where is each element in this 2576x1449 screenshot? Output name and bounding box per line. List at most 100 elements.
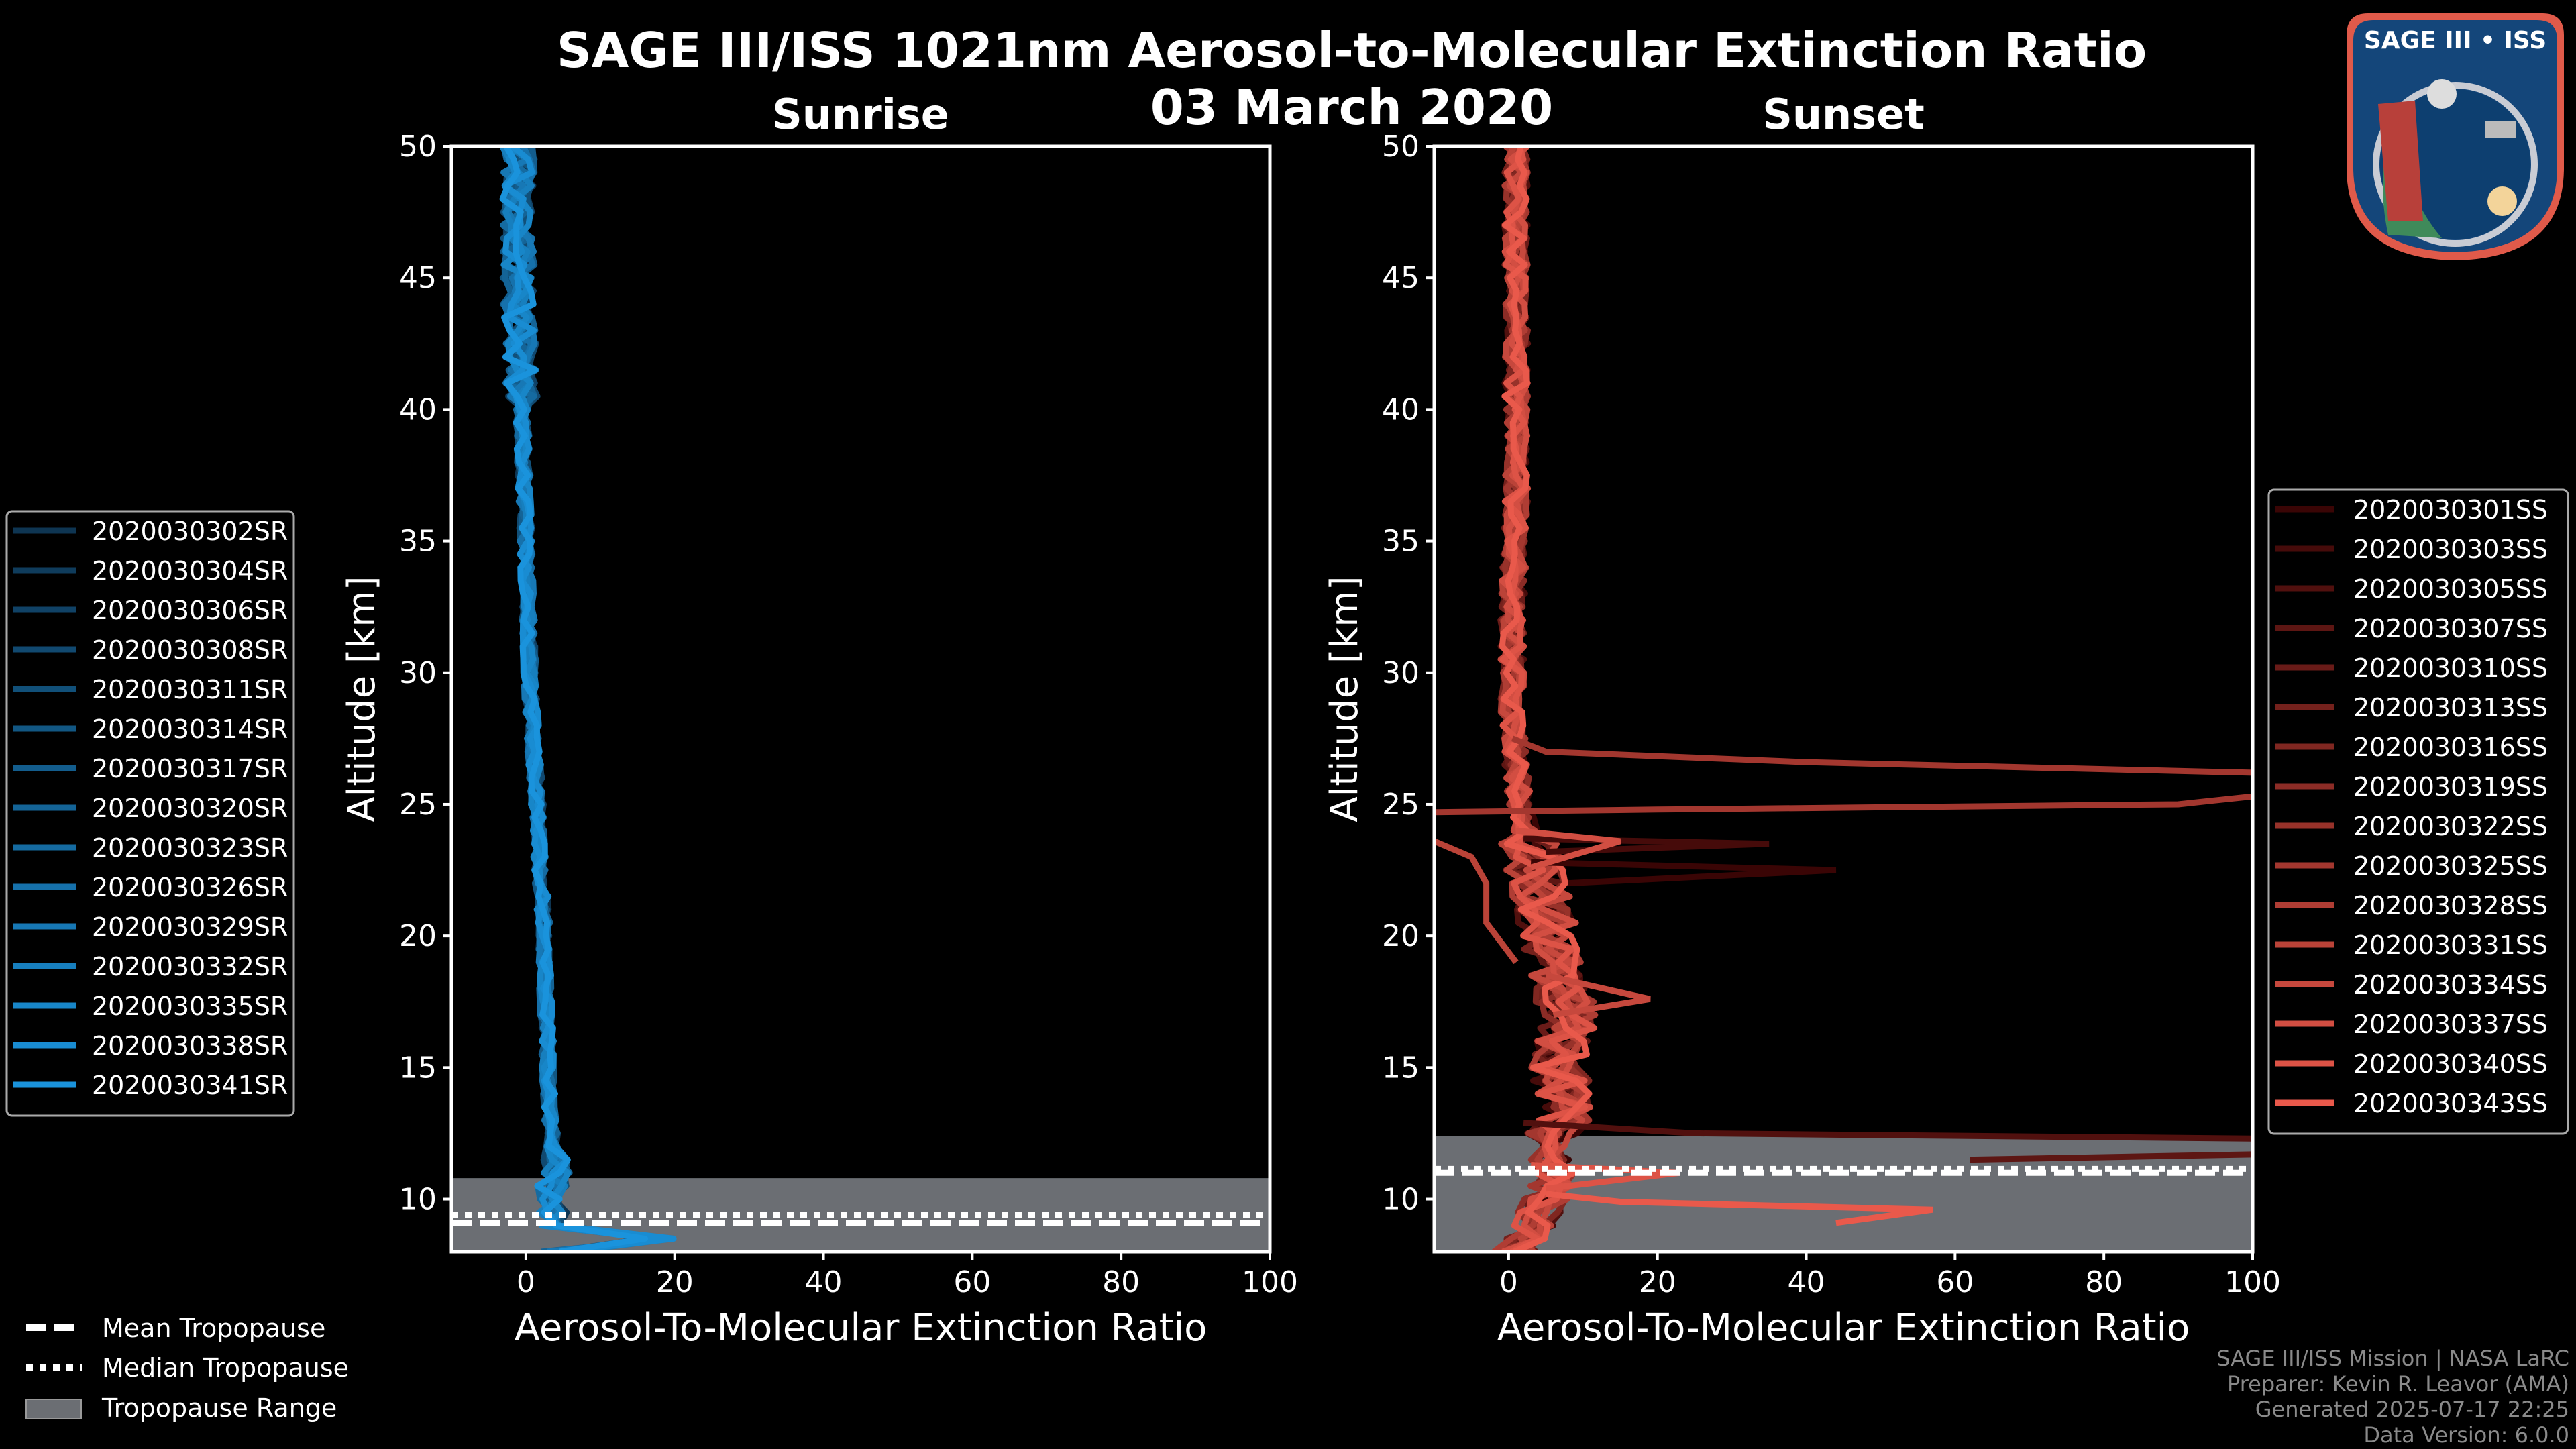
x-tick-label: 60	[953, 1265, 991, 1299]
credits: SAGE III/ISS Mission | NASA LaRC Prepare…	[2216, 1346, 2569, 1448]
legend-label: 2020030323SR	[92, 833, 288, 863]
credit-mission: SAGE III/ISS Mission | NASA LaRC	[2216, 1346, 2569, 1371]
profile-line-2020030341SR	[499, 146, 648, 1252]
legend-label: 2020030302SR	[92, 517, 288, 546]
profile-spike-2020030303SS	[1523, 835, 1770, 855]
x-tick-label: 40	[1788, 1265, 1825, 1299]
x-tick-label: 40	[805, 1265, 843, 1299]
legend-label: 2020030331SS	[2353, 930, 2548, 960]
sunrise-x-axis-label: Aerosol-To-Molecular Extinction Ratio	[515, 1306, 1208, 1350]
plot-frame	[1432, 144, 2255, 1254]
sunrise-plot: 0 20 40 60 80 100 10 15 20 25 30 35 40 45 50	[399, 129, 1298, 1299]
legend-label: 2020030314SR	[92, 714, 288, 744]
legend-label: 2020030341SR	[92, 1071, 288, 1100]
y-tick-label: 15	[399, 1051, 437, 1085]
profile-spike-2020030337SS	[1515, 827, 1621, 871]
credit-preparer: Preparer: Kevin R. Leavor (AMA)	[2227, 1371, 2569, 1397]
y-tick-label: 35	[399, 525, 437, 559]
mean-tropopause-label: Mean Tropopause	[102, 1313, 325, 1343]
legend-label: 2020030316SS	[2353, 733, 2548, 762]
legend-label: 2020030337SS	[2353, 1010, 2548, 1039]
profile-spike-2020030305SS	[1523, 1120, 2253, 1142]
y-tick-label: 10	[1382, 1183, 1419, 1217]
logo-text: SAGE III • ISS	[2364, 27, 2546, 54]
y-tick-label: 45	[399, 261, 437, 295]
y-tick-label: 30	[399, 656, 437, 690]
y-tick-label: 40	[399, 392, 437, 427]
y-tick-label: 40	[1382, 392, 1419, 427]
sunset-plot: 0 20 40 60 80 100 10 15 20 25 30 35 40 45 50	[1382, 129, 2281, 1299]
legend-label: 2020030303SS	[2353, 535, 2548, 564]
legend-label: 2020030307SS	[2353, 614, 2548, 643]
legend-box	[2267, 488, 2569, 1135]
plot-frame	[449, 144, 1272, 1254]
legend-label: 2020030320SR	[92, 794, 288, 823]
credit-data-version: Data Version: 6.0.0	[2363, 1422, 2569, 1448]
x-tick-label: 100	[1242, 1265, 1298, 1299]
legend-label: 2020030340SS	[2353, 1049, 2548, 1079]
y-tick-label: 45	[1382, 261, 1419, 295]
legend-box	[5, 510, 295, 1117]
y-tick-label: 25	[1382, 788, 1419, 822]
median-tropopause-label: Median Tropopause	[102, 1353, 349, 1383]
legend-label: 2020030335SR	[92, 991, 288, 1021]
legend-label: 2020030332SR	[92, 952, 288, 981]
legend-label: 2020030329SR	[92, 912, 288, 942]
legend-label: 2020030308SR	[92, 635, 288, 665]
sunset-x-axis-label: Aerosol-To-Molecular Extinction Ratio	[1497, 1306, 2190, 1350]
y-tick-label: 35	[1382, 525, 1419, 559]
sunrise-y-axis-label: Altitude [km]	[340, 576, 384, 822]
sunset-y-axis-label: Altitude [km]	[1323, 576, 1366, 822]
legend-label: 2020030338SR	[92, 1031, 288, 1061]
legend-label: 2020030311SR	[92, 675, 288, 704]
legend-label: 2020030310SS	[2353, 653, 2548, 683]
legend-label: 2020030319SS	[2353, 772, 2548, 802]
profile-line-2020030343SS	[1499, 146, 1593, 1252]
y-tick-label: 15	[1382, 1051, 1419, 1085]
legend-label: 2020030328SS	[2353, 891, 2548, 920]
sunrise-panel-title: Sunrise	[772, 90, 949, 139]
x-tick-label: 0	[517, 1265, 535, 1299]
legend-label: 2020030334SS	[2353, 970, 2548, 1000]
legend-label: 2020030313SS	[2353, 693, 2548, 722]
x-tick-label: 20	[1639, 1265, 1676, 1299]
tropopause-range-swatch	[25, 1399, 82, 1419]
x-tick-label: 0	[1499, 1265, 1518, 1299]
sunrise-legend: 2020030302SR 2020030304SR 2020030306SR 2020…	[5, 510, 295, 1117]
legend-label: 2020030301SS	[2353, 495, 2548, 525]
x-tick-label: 80	[1102, 1265, 1140, 1299]
y-tick-label: 50	[1382, 129, 1419, 164]
profile-spike-2020030307SS	[1970, 1151, 2253, 1163]
x-tick-label: 60	[1936, 1265, 1974, 1299]
legend-label: 2020030325SS	[2353, 851, 2548, 881]
legend-label: 2020030317SR	[92, 754, 288, 784]
profile-spike-2020030334SS	[1545, 972, 1651, 1018]
x-tick-label: 80	[2085, 1265, 2123, 1299]
profile-spike-2020030325SS	[1434, 793, 2253, 816]
figure-date: 03 March 2020	[1150, 79, 1553, 136]
y-tick-label: 50	[399, 129, 437, 164]
x-tick-label: 100	[2224, 1265, 2281, 1299]
sage-iii-iss-logo: SAGE III • ISS	[2347, 13, 2564, 260]
profile-spike-2020030325SS	[1511, 735, 2253, 776]
sunset-legend: 2020030301SS 2020030303SS 2020030305SS 2020…	[2267, 488, 2569, 1135]
y-tick-label: 20	[399, 919, 437, 953]
legend-label: 2020030305SS	[2353, 574, 2548, 604]
figure-title: SAGE III/ISS 1021nm Aerosol-to-Molecular…	[557, 22, 2147, 78]
profile-spike-2020030331SS	[1434, 838, 1519, 965]
profile-spike-2020030301SS	[1531, 859, 1837, 887]
legend-label: 2020030304SR	[92, 556, 288, 586]
y-tick-label: 30	[1382, 656, 1419, 690]
y-tick-label: 25	[399, 788, 437, 822]
y-tick-label: 20	[1382, 919, 1419, 953]
legend-label: 2020030326SR	[92, 873, 288, 902]
legend-label: 2020030322SS	[2353, 812, 2548, 841]
profile-spike-2020030343SS	[1545, 1191, 1933, 1226]
tropopause-range-label: Tropopause Range	[101, 1393, 337, 1423]
sunset-panel-title: Sunset	[1762, 90, 1925, 139]
legend-label: 2020030343SS	[2353, 1089, 2548, 1118]
credit-generated: Generated 2025-07-17 22:25	[2255, 1397, 2569, 1422]
tropopause-legend: Mean Tropopause Median Tropopause Tropop…	[25, 1313, 349, 1423]
x-tick-label: 20	[656, 1265, 694, 1299]
